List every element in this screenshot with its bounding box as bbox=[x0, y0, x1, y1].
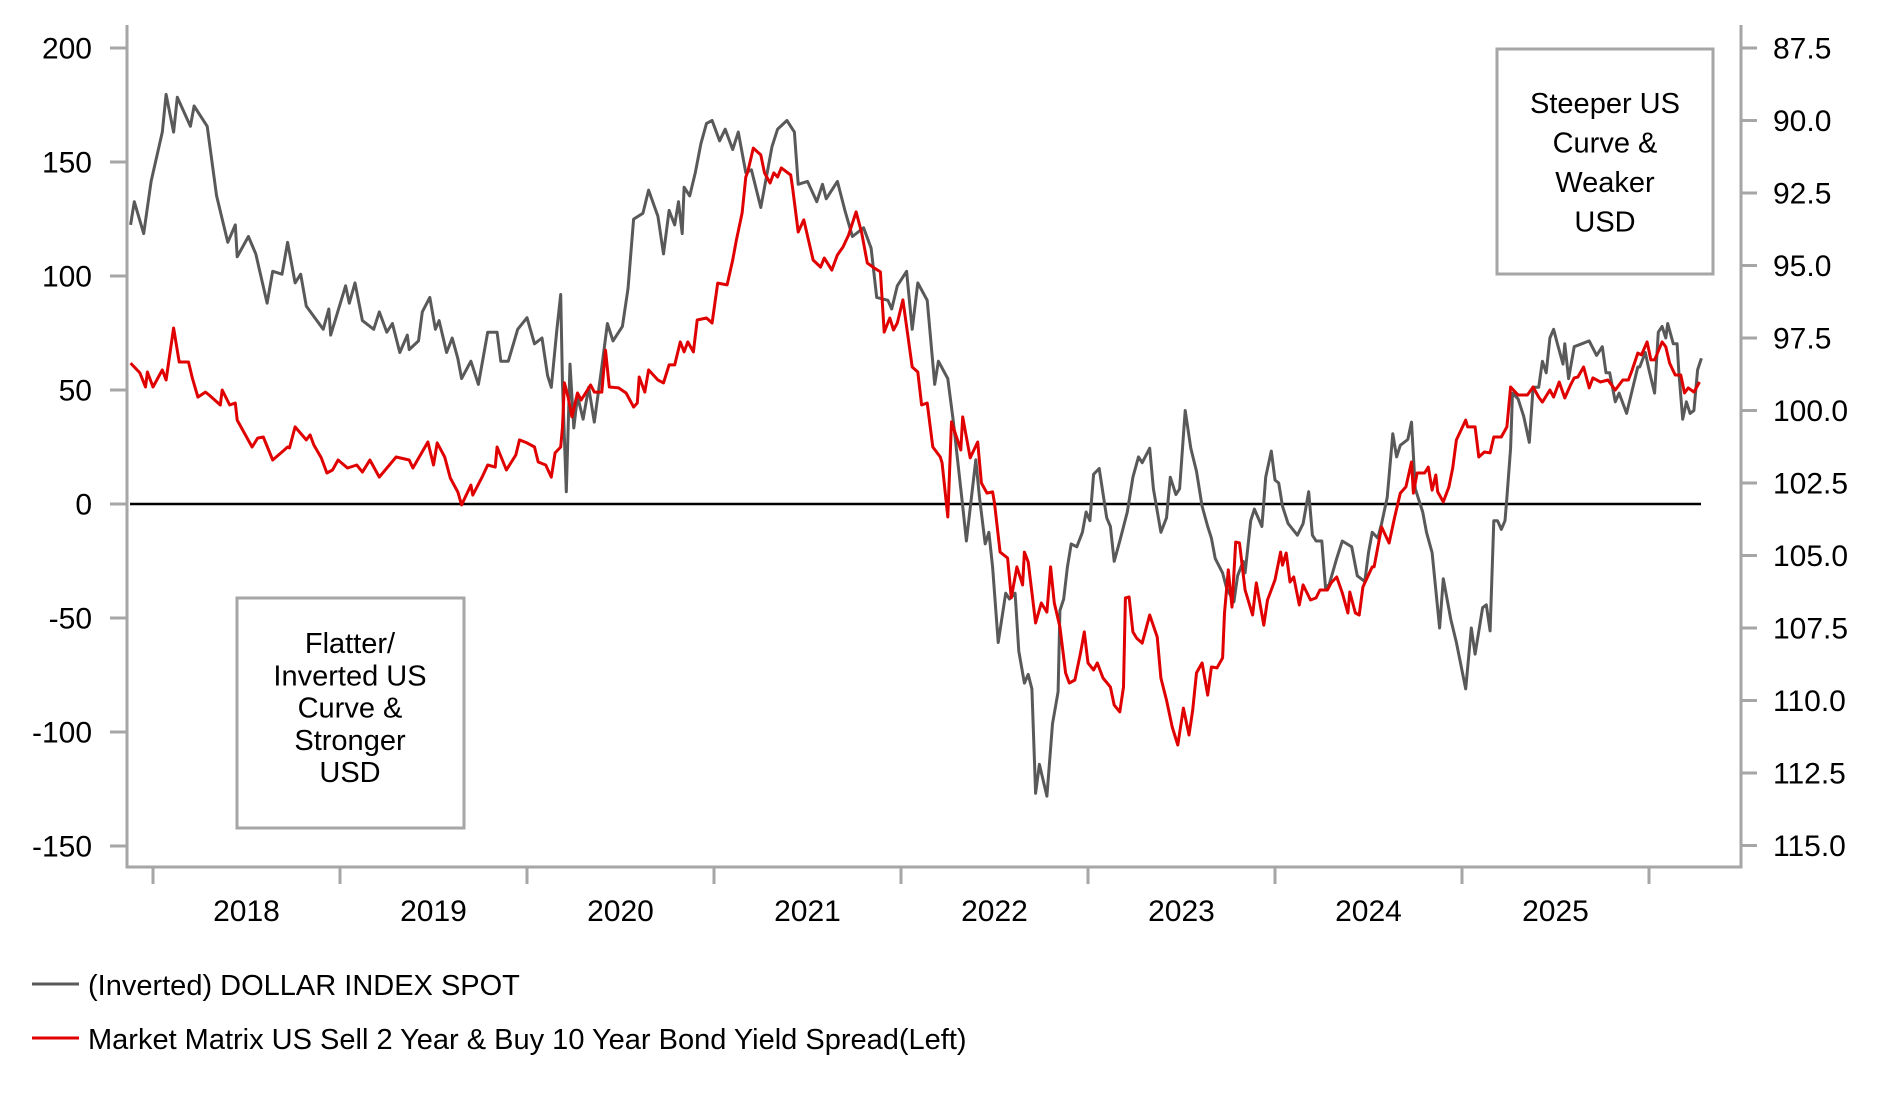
x-tick-label: 2022 bbox=[961, 895, 1028, 928]
left-y-tick-label: -100 bbox=[32, 717, 92, 750]
series-layer bbox=[129, 92, 1703, 798]
legend-label-yield-spread: Market Matrix US Sell 2 Year & Buy 10 Ye… bbox=[88, 1024, 967, 1056]
axes bbox=[125, 25, 1743, 869]
left-y-tick-label: 100 bbox=[42, 261, 92, 294]
legend-item-yield-spread: Market Matrix US Sell 2 Year & Buy 10 Ye… bbox=[32, 1024, 967, 1056]
annotation-text-line: Inverted US bbox=[273, 660, 426, 692]
right-y-tick-label: 110.0 bbox=[1773, 685, 1846, 718]
left-y-tick-label: -150 bbox=[32, 831, 92, 864]
annotation-steeper-curve-weaker-usd: Steeper US Curve & Weaker USD bbox=[1495, 47, 1715, 276]
legend-label-dollar-index: (Inverted) DOLLAR INDEX SPOT bbox=[88, 970, 520, 1002]
right-y-tick-label: 105.0 bbox=[1773, 540, 1848, 573]
left-y-ticks: 200 150 100 50 0 -50 -100 -150 bbox=[32, 33, 127, 864]
x-tick-label: 2023 bbox=[1148, 895, 1215, 928]
annotation-text-line: Stronger bbox=[294, 725, 406, 757]
right-y-tick-label: 92.5 bbox=[1773, 178, 1831, 211]
annotation-text-line: USD bbox=[1574, 207, 1635, 239]
right-y-ticks: 87.5 90.0 92.5 95.0 97.5 100.0 102.5 105.0 107.5… bbox=[1741, 33, 1848, 863]
right-y-tick-label: 97.5 bbox=[1773, 323, 1831, 356]
right-y-tick-label: 107.5 bbox=[1773, 613, 1848, 646]
x-tick-label: 2019 bbox=[400, 895, 467, 928]
annotation-box bbox=[235, 596, 466, 830]
annotation-text-line: Flatter/ bbox=[305, 628, 396, 660]
right-y-tick-label: 115.0 bbox=[1773, 830, 1846, 863]
series-line-dollar-index-inverted bbox=[129, 92, 1703, 798]
right-y-tick-label: 112.5 bbox=[1773, 758, 1846, 791]
left-y-tick-label: -50 bbox=[49, 603, 92, 636]
annotation-text-line: Curve & bbox=[1553, 128, 1658, 160]
x-tick-label: 2021 bbox=[774, 895, 841, 928]
annotation-text-line: Curve & bbox=[298, 693, 403, 725]
right-y-tick-label: 102.5 bbox=[1773, 468, 1848, 501]
left-y-tick-label: 200 bbox=[42, 33, 92, 66]
x-ticks: 2018 2019 2020 2021 2022 2023 2024 2025 bbox=[151, 867, 1651, 928]
right-y-tick-label: 95.0 bbox=[1773, 250, 1831, 283]
right-y-tick-label: 100.0 bbox=[1773, 395, 1848, 428]
annotation-text-line: Weaker bbox=[1555, 167, 1655, 199]
right-y-tick-label: 87.5 bbox=[1773, 33, 1831, 66]
legend-item-dollar-index: (Inverted) DOLLAR INDEX SPOT bbox=[32, 970, 520, 1002]
left-y-tick-label: 50 bbox=[59, 375, 92, 408]
right-y-tick-label: 90.0 bbox=[1773, 105, 1831, 138]
left-y-tick-label: 150 bbox=[42, 147, 92, 180]
annotation-box bbox=[1495, 47, 1715, 276]
annotation-text-line: USD bbox=[319, 757, 380, 789]
x-tick-label: 2018 bbox=[213, 895, 280, 928]
x-tick-label: 2024 bbox=[1335, 895, 1402, 928]
left-y-tick-label: 0 bbox=[75, 489, 92, 522]
legend: (Inverted) DOLLAR INDEX SPOT Market Matr… bbox=[32, 970, 967, 1056]
x-tick-label: 2020 bbox=[587, 895, 654, 928]
series-line-2s10s-spread bbox=[129, 146, 1701, 747]
annotation-text-line: Steeper US bbox=[1530, 88, 1680, 120]
x-tick-label: 2025 bbox=[1522, 895, 1589, 928]
